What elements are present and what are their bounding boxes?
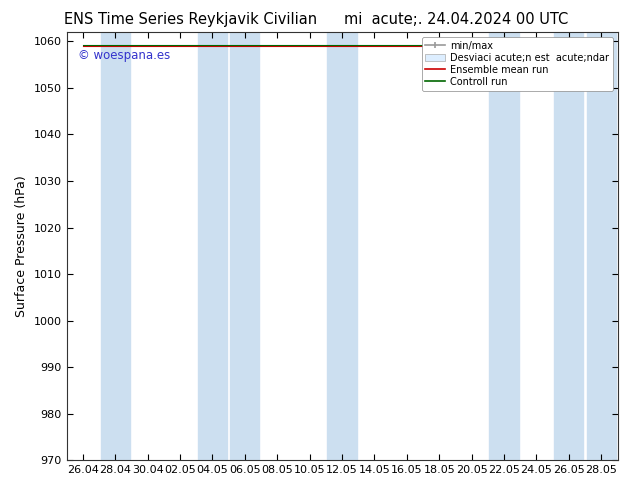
Bar [554,32,583,460]
Text: ENS Time Series Reykjavik Civilian: ENS Time Series Reykjavik Civilian [63,12,317,27]
Text: © woespana.es: © woespana.es [77,49,170,62]
Bar [230,32,259,460]
Bar [586,32,616,460]
Legend: min/max, Desviaci acute;n est  acute;ndar, Ensemble mean run, Controll run: min/max, Desviaci acute;n est acute;ndar… [422,37,612,91]
Y-axis label: Surface Pressure (hPa): Surface Pressure (hPa) [15,175,28,317]
Bar [327,32,356,460]
Bar [198,32,227,460]
Bar [101,32,130,460]
Bar [489,32,519,460]
Text: mi  acute;. 24.04.2024 00 UTC: mi acute;. 24.04.2024 00 UTC [344,12,569,27]
